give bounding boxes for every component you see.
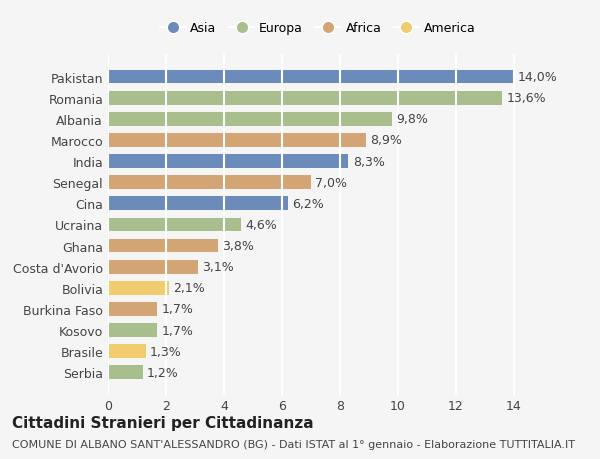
Text: 1,7%: 1,7% <box>161 324 193 337</box>
Text: COMUNE DI ALBANO SANT'ALESSANDRO (BG) - Dati ISTAT al 1° gennaio - Elaborazione : COMUNE DI ALBANO SANT'ALESSANDRO (BG) - … <box>12 440 575 449</box>
Text: 6,2%: 6,2% <box>292 197 323 210</box>
Text: 2,1%: 2,1% <box>173 282 205 295</box>
Bar <box>108 345 146 358</box>
Bar <box>108 155 349 168</box>
Bar <box>108 176 311 190</box>
Bar <box>108 239 218 253</box>
Text: 14,0%: 14,0% <box>518 71 557 84</box>
Text: 7,0%: 7,0% <box>315 176 347 189</box>
Text: 1,3%: 1,3% <box>150 345 182 358</box>
Bar <box>108 302 157 316</box>
Text: Cittadini Stranieri per Cittadinanza: Cittadini Stranieri per Cittadinanza <box>12 415 314 430</box>
Bar <box>108 218 241 232</box>
Text: 8,9%: 8,9% <box>370 134 402 147</box>
Bar <box>108 281 169 295</box>
Bar <box>108 92 502 105</box>
Text: 1,2%: 1,2% <box>147 366 179 379</box>
Text: 13,6%: 13,6% <box>506 92 546 105</box>
Text: 3,8%: 3,8% <box>223 240 254 252</box>
Bar <box>108 71 514 84</box>
Bar <box>108 366 143 379</box>
Text: 1,7%: 1,7% <box>161 303 193 316</box>
Bar <box>108 134 366 147</box>
Text: 3,1%: 3,1% <box>202 261 234 274</box>
Legend: Asia, Europa, Africa, America: Asia, Europa, Africa, America <box>155 17 481 40</box>
Text: 9,8%: 9,8% <box>396 113 428 126</box>
Bar <box>108 112 392 126</box>
Text: 8,3%: 8,3% <box>353 155 385 168</box>
Bar <box>108 324 157 337</box>
Bar <box>108 197 287 211</box>
Bar <box>108 260 198 274</box>
Text: 4,6%: 4,6% <box>245 218 277 231</box>
